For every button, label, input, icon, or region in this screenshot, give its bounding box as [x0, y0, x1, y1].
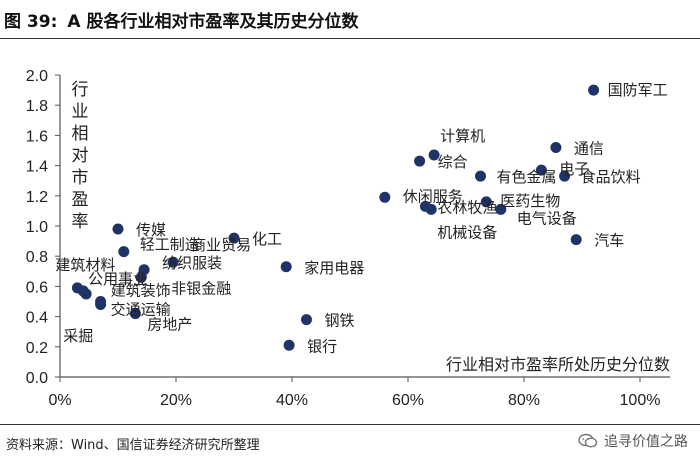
- y-tick-label: 1.8: [26, 98, 48, 115]
- x-tick-label: 20%: [160, 392, 192, 409]
- watermark-text: 追寻价值之路: [604, 434, 688, 450]
- point-label: 采掘: [63, 327, 93, 345]
- figure-header: 图 39: A 股各行业相对市盈率及其历史分位数: [0, 0, 700, 39]
- watermark: 追寻价值之路: [578, 431, 688, 451]
- point-label: 建筑装饰: [111, 282, 171, 300]
- y-tick-label: 0.0: [26, 370, 48, 387]
- point-label: 综合: [438, 153, 468, 171]
- x-axis-label: 行业相对市盈率所处历史分位数: [446, 355, 670, 374]
- data-point: [135, 271, 147, 283]
- point-label: 农林牧渔: [437, 198, 497, 216]
- point-label: 非银金融: [171, 279, 231, 297]
- data-point: [550, 141, 562, 153]
- data-point: [425, 203, 437, 215]
- data-point: [228, 232, 240, 244]
- y-tick-label: 1.0: [26, 219, 48, 236]
- point-label: 建筑材料: [55, 256, 115, 274]
- figure-number: 图 39:: [4, 11, 58, 32]
- data-point: [283, 339, 295, 351]
- point-label: 公用事业: [88, 270, 148, 288]
- x-tick-label: 100%: [620, 392, 661, 409]
- y-tick-label: 0.8: [26, 249, 48, 266]
- data-point: [480, 196, 492, 208]
- data-point: [570, 234, 582, 246]
- data-points: [71, 84, 600, 351]
- x-tick-label: 0%: [48, 392, 71, 409]
- x-tick-label: 40%: [276, 392, 308, 409]
- point-label: 纺织服装: [162, 254, 222, 272]
- y-tick-label: 0.6: [26, 279, 48, 296]
- data-point: [77, 285, 89, 297]
- point-label: 电子: [559, 160, 589, 178]
- figure-title: A 股各行业相对市盈率及其历史分位数: [67, 11, 359, 32]
- y-axis-label: 行业相对市盈率: [72, 80, 89, 232]
- point-label: 化工: [252, 230, 282, 248]
- figure-footer: 资料来源：Wind、国信证券经济研究所整理 追寻价值之路: [0, 424, 700, 461]
- y-tick-label: 1.6: [26, 128, 48, 145]
- point-label: 家用电器: [304, 259, 364, 277]
- point-label: 电气设备: [517, 209, 577, 227]
- data-point: [301, 314, 312, 326]
- data-point: [559, 170, 571, 182]
- point-label: 汽车: [594, 232, 624, 250]
- point-label: 国防军工: [608, 81, 668, 99]
- x-tick-label: 60%: [392, 392, 424, 409]
- data-point: [414, 155, 426, 167]
- point-label: 房地产: [147, 316, 192, 334]
- point-label: 商业贸易: [191, 236, 251, 254]
- data-point: [588, 84, 600, 96]
- point-label: 食品饮料: [581, 168, 641, 186]
- data-point: [475, 170, 486, 182]
- point-label: 银行: [307, 337, 337, 355]
- point-label: 通信: [574, 139, 604, 157]
- y-tick-label: 2.0: [26, 68, 48, 85]
- x-tick-label: 80%: [508, 392, 540, 409]
- point-label: 交通运输: [111, 301, 171, 319]
- point-label: 有色金属: [497, 168, 557, 186]
- point-label: 机械设备: [437, 223, 497, 241]
- scatter-chart: 0.0 0.2 0.4 0.6 0.8 1.0 1.2 1.4 1.6 1.8 2.0 0% 20% 40…: [26, 68, 670, 409]
- data-point: [112, 223, 124, 235]
- data-point: [428, 149, 440, 161]
- point-label: 计算机: [440, 127, 485, 145]
- data-point: [118, 246, 130, 258]
- data-point: [167, 256, 179, 268]
- y-tick-label: 0.4: [26, 310, 48, 327]
- data-point: [280, 261, 292, 273]
- source-note: 资料来源：Wind、国信证券经济研究所整理: [6, 438, 260, 453]
- point-label: 医药生物: [500, 192, 560, 210]
- y-tick-label: 1.4: [26, 159, 48, 176]
- data-point: [379, 191, 391, 203]
- data-point: [129, 308, 141, 320]
- y-tick-label: 0.2: [26, 340, 48, 357]
- point-label: 休闲服务: [403, 187, 463, 205]
- y-tick-label: 1.2: [26, 189, 48, 206]
- point-label: 轻工制造: [140, 236, 200, 254]
- data-point: [95, 299, 107, 311]
- wechat-icon: [578, 433, 598, 448]
- data-point: [495, 203, 507, 215]
- point-label: 钢铁: [325, 312, 355, 330]
- data-point: [535, 164, 547, 176]
- ticks: 0.0 0.2 0.4 0.6 0.8 1.0 1.2 1.4 1.6 1.8 2.0 0% 20% 40…: [26, 68, 661, 409]
- point-label: 传媒: [136, 221, 166, 239]
